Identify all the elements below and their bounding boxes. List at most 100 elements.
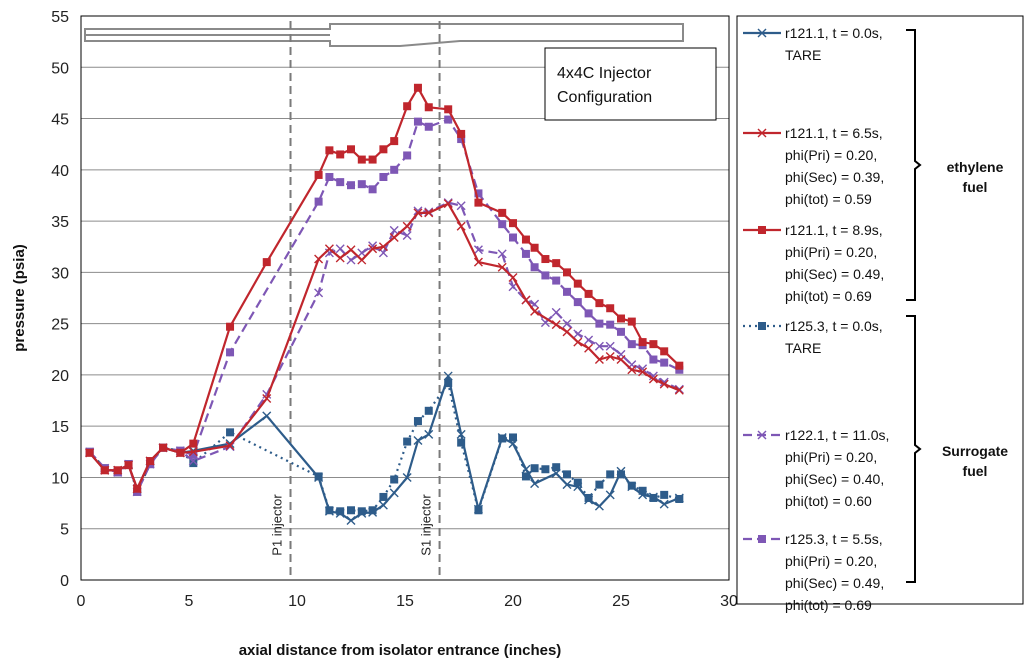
legend-entry-1: r121.1, t = 0.0s, TARE — [743, 25, 883, 63]
data-point-stroke — [562, 319, 572, 329]
legend-label: phi(tot) = 0.69 — [785, 597, 872, 613]
data-point-stroke — [145, 456, 155, 466]
data-point — [660, 347, 669, 356]
data-point — [379, 145, 388, 154]
x-tick-label: 25 — [612, 593, 630, 610]
data-point — [456, 429, 466, 439]
legend-label: r125.3, t = 5.5s, — [785, 531, 883, 547]
data-point — [368, 507, 378, 517]
data-point — [509, 433, 517, 442]
data-point — [757, 430, 767, 440]
data-point — [605, 490, 615, 500]
data-point — [758, 535, 766, 543]
data-point-stroke — [389, 233, 399, 242]
data-point — [424, 208, 434, 218]
legend-label: phi(Pri) = 0.20, — [785, 449, 877, 465]
data-point — [617, 327, 625, 336]
data-point — [225, 441, 235, 451]
data-point — [325, 146, 334, 155]
y-tick-label: 40 — [51, 163, 69, 180]
data-point-stroke — [497, 249, 507, 259]
data-point-stroke — [627, 482, 637, 492]
legend-label: phi(Sec) = 0.49, — [785, 575, 884, 591]
data-point — [403, 151, 412, 160]
data-point — [346, 255, 356, 265]
legend-label: phi(tot) = 0.59 — [785, 191, 872, 207]
data-point — [347, 145, 355, 154]
data-point-stroke — [757, 28, 767, 38]
data-point — [584, 493, 593, 502]
data-point-stroke — [413, 206, 423, 216]
data-point — [335, 244, 345, 254]
x-tick-label: 20 — [504, 593, 522, 610]
data-point — [389, 488, 399, 498]
data-point — [573, 329, 583, 339]
legend-label: phi(Pri) = 0.20, — [785, 244, 877, 260]
data-point — [390, 165, 399, 174]
data-point-stroke — [357, 248, 367, 258]
data-point — [403, 102, 412, 111]
data-point-stroke — [346, 255, 356, 265]
data-point — [573, 482, 583, 492]
data-point — [474, 189, 483, 198]
data-point — [368, 185, 377, 194]
data-point-stroke — [335, 508, 345, 518]
data-point — [336, 507, 345, 516]
data-point-stroke — [132, 484, 142, 494]
data-point — [314, 472, 324, 482]
data-point — [389, 225, 399, 235]
data-point — [594, 341, 604, 351]
data-point — [456, 201, 466, 211]
data-point — [413, 436, 423, 446]
legend-entry-4: r125.3, t = 0.0s, TARE — [743, 318, 883, 356]
x-tick-label: 30 — [720, 593, 738, 610]
data-point — [189, 439, 198, 448]
series-1 — [85, 371, 684, 526]
data-point — [324, 244, 334, 254]
data-point-stroke — [497, 432, 507, 442]
data-point — [649, 340, 658, 349]
data-point-stroke — [551, 468, 561, 478]
data-point-stroke — [456, 221, 466, 231]
data-point — [456, 221, 466, 231]
data-point — [648, 374, 658, 384]
data-point — [552, 259, 561, 268]
legend-label: r121.1, t = 8.9s, — [785, 222, 883, 238]
data-point-stroke — [402, 472, 412, 482]
data-point — [368, 506, 377, 515]
data-point — [616, 466, 626, 476]
data-point-stroke — [573, 337, 583, 347]
data-point — [563, 268, 571, 277]
series-6 — [85, 115, 684, 496]
data-point — [346, 516, 356, 526]
data-point — [606, 304, 615, 313]
data-point — [188, 456, 198, 466]
legend-label: r125.3, t = 0.0s, — [785, 318, 883, 334]
y-tick-label: 50 — [51, 60, 69, 77]
data-point — [638, 486, 647, 495]
data-point-stroke — [378, 242, 388, 252]
config-box-frame — [544, 47, 717, 121]
data-point — [189, 450, 198, 459]
data-point — [390, 137, 399, 146]
x-axis-label: axial distance from isolator entrance (i… — [239, 642, 562, 659]
data-point — [508, 439, 518, 449]
data-point-stroke — [346, 516, 356, 526]
legend-label: TARE — [785, 47, 821, 63]
data-point-stroke — [530, 479, 540, 489]
y-tick-label: 55 — [51, 9, 69, 26]
data-point-stroke — [638, 490, 648, 500]
data-point — [402, 230, 412, 240]
data-point — [595, 319, 604, 328]
data-point-stroke — [175, 448, 185, 458]
data-point — [648, 492, 658, 502]
data-point-stroke — [473, 504, 483, 514]
y-tick-label: 30 — [51, 265, 69, 282]
data-point — [617, 314, 625, 323]
data-point-stroke — [659, 379, 669, 389]
data-point-stroke — [378, 500, 388, 510]
data-point — [424, 429, 434, 439]
data-point — [346, 245, 356, 255]
data-point — [757, 28, 767, 38]
data-point — [562, 480, 572, 490]
